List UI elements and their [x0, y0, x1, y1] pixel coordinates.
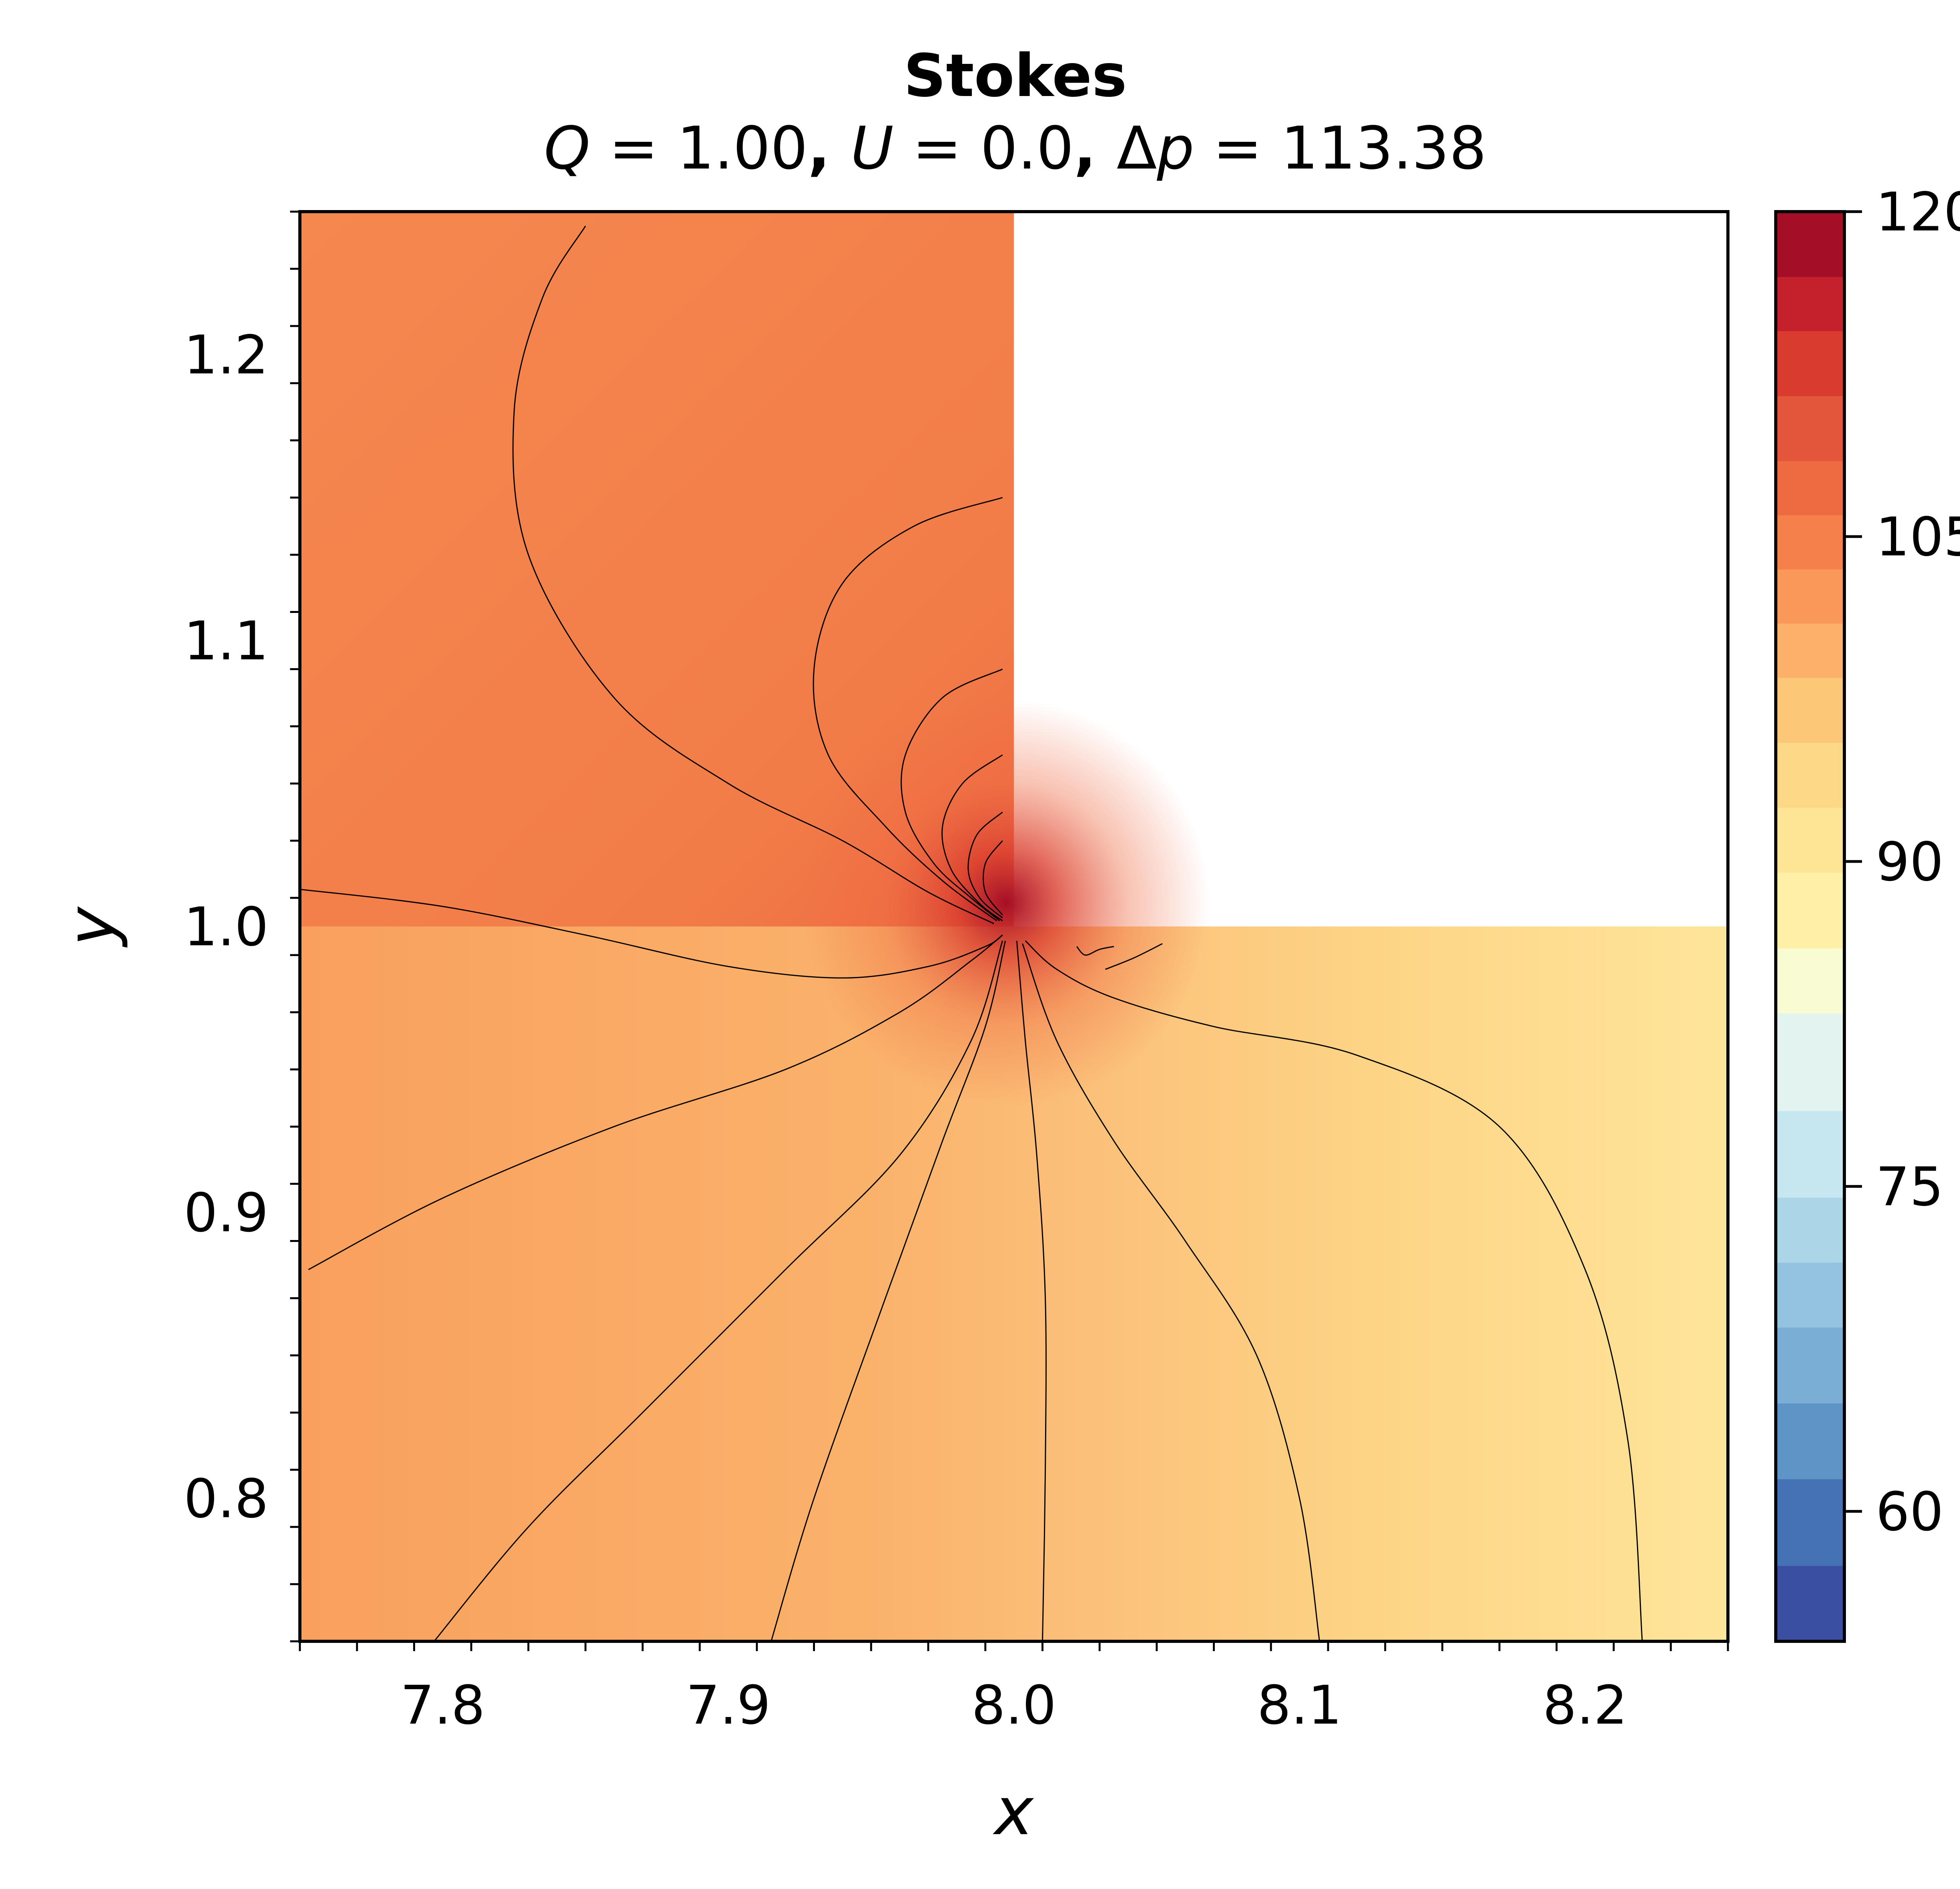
- x-axis: 7.8 7.9 8.0 8.1 8.2: [299, 1641, 1729, 1737]
- colorbar-level-18: [1776, 395, 1844, 461]
- colorbar-level-4: [1776, 1327, 1844, 1403]
- y-tick-label: 0.9: [184, 1182, 269, 1244]
- contour-lines: [300, 225, 1643, 1641]
- chart-title: Stokes: [904, 42, 1127, 110]
- contour-line-14: [1076, 946, 1114, 956]
- contour-line-5: [967, 812, 1003, 919]
- plot-frame: [298, 210, 1730, 1643]
- colorbar-level-11: [1776, 807, 1844, 873]
- colorbar-level-16: [1776, 515, 1844, 569]
- colorbar-level-5: [1776, 1262, 1844, 1328]
- x-tick-label: 7.9: [686, 1675, 771, 1737]
- colorbar-level-2: [1776, 1479, 1844, 1566]
- colorbar: [1776, 212, 1844, 1642]
- contour-line-1: [512, 225, 995, 925]
- x-tick-label: 8.0: [971, 1675, 1056, 1737]
- subtitle-q-value: 1.00: [677, 114, 808, 183]
- x-tick-label: 8.1: [1257, 1675, 1342, 1737]
- colorbar-tick-label: 105: [1876, 506, 1960, 568]
- colorbar-level-15: [1776, 569, 1844, 624]
- y-tick-label: 1.0: [184, 896, 269, 958]
- colorbar-level-12: [1776, 742, 1844, 808]
- colorbar-tick-label: 90: [1876, 831, 1944, 893]
- colorbar-level-21: [1776, 212, 1844, 277]
- contour-line-15: [1105, 943, 1163, 970]
- x-tick-label: 8.2: [1543, 1675, 1628, 1737]
- y-tick-label: 1.2: [184, 325, 269, 386]
- colorbar-level-9: [1776, 948, 1844, 1014]
- contour-line-4: [941, 754, 1003, 921]
- colorbar-tick-label: 120: [1876, 181, 1960, 243]
- y-axis-label: y: [53, 906, 129, 948]
- contour-line-11: [1016, 941, 1047, 1641]
- colorbar-level-7: [1776, 1110, 1844, 1198]
- contour-line-12: [1022, 943, 1320, 1641]
- colorbar-tick-label: 75: [1876, 1156, 1944, 1218]
- colorbar-level-1: [1776, 1565, 1844, 1642]
- colorbar-level-20: [1776, 276, 1844, 331]
- contour-line-3: [900, 669, 1003, 921]
- contour-line-8: [308, 934, 1003, 1270]
- colorbar-frame: [1774, 210, 1846, 1643]
- contour-line-13: [1025, 940, 1643, 1641]
- y-axis: 0.8 0.9 1.0 1.1 1.2: [184, 210, 300, 1642]
- y-tick-label: 1.1: [184, 610, 269, 672]
- colorbar-level-13: [1776, 677, 1844, 743]
- subtitle-dp-value: 113.38: [1281, 114, 1486, 183]
- contour-line-10: [770, 941, 1006, 1641]
- subtitle-u-value: 0.0: [980, 114, 1074, 183]
- colorbar-level-3: [1776, 1403, 1844, 1479]
- contour-line-6: [982, 840, 1003, 915]
- colorbar-level-10: [1776, 872, 1844, 949]
- contour-line-7: [300, 888, 1003, 979]
- colorbar-tick-label: 60: [1876, 1481, 1944, 1543]
- colorbar-ticks: 60 75 90 105 120: [1844, 181, 1960, 1543]
- corner-high-pressure: [802, 699, 1210, 1107]
- colorbar-level-17: [1776, 460, 1844, 515]
- colorbar-level-6: [1776, 1197, 1844, 1263]
- colorbar-level-8: [1776, 1013, 1844, 1111]
- plot-area: [300, 212, 1728, 1641]
- contour-line-2: [813, 497, 1003, 921]
- contour-line-9: [434, 941, 1003, 1641]
- colorbar-level-14: [1776, 623, 1844, 678]
- y-tick-label: 0.8: [184, 1468, 269, 1530]
- x-tick-label: 7.8: [400, 1675, 485, 1737]
- chart-subtitle: Q = 1.00, U = 0.0, Δp = 113.38: [544, 114, 1487, 183]
- colorbar-level-19: [1776, 331, 1844, 396]
- x-axis-label: x: [993, 1773, 1034, 1850]
